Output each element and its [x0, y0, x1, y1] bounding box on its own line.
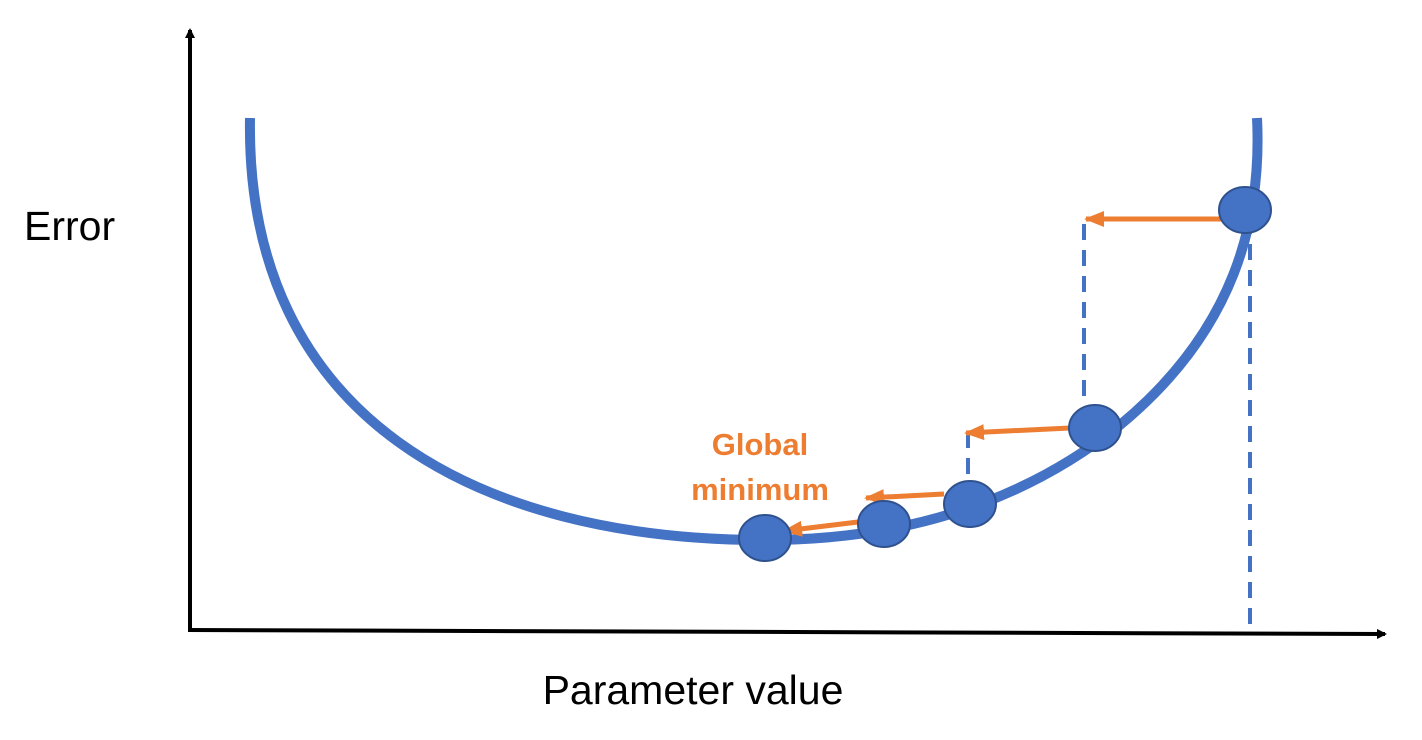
step-arrow-2	[964, 424, 1071, 441]
descent-point-3	[943, 480, 997, 528]
global-minimum-label-line2: minimum	[691, 472, 829, 507]
descent-point-4	[857, 500, 911, 548]
descent-point-start	[1218, 186, 1272, 234]
step-arrow-4	[782, 519, 859, 537]
step-arrow-3	[864, 489, 945, 506]
x-axis-label: Parameter value	[543, 667, 844, 713]
global-minimum-point	[738, 514, 792, 562]
global-minimum-label-line1: Global	[712, 427, 808, 462]
descent-point-2	[1068, 404, 1122, 452]
y-axis-label: Error	[24, 203, 115, 249]
x-axis	[187, 628, 1387, 639]
